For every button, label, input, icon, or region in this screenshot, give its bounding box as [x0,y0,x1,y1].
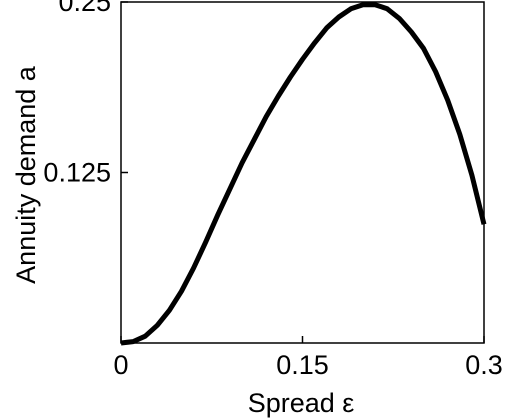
x-axis-title: Spread ε [248,388,355,418]
x-tick-label: 0.15 [276,350,329,380]
x-axis: 0 0.15 0.3 [113,336,503,380]
y-tick-label: 0.125 [43,158,111,188]
y-axis-title: Annuity demand a [11,65,41,284]
x-tick-label: 0.3 [465,350,503,380]
plot-area [120,2,487,346]
x-tick-label: 0 [113,350,128,380]
y-tick-label: 0.25 [58,0,111,17]
plot-frame [120,1,485,344]
series-line [120,2,487,346]
y-axis: 0.125 0.25 [43,0,128,188]
